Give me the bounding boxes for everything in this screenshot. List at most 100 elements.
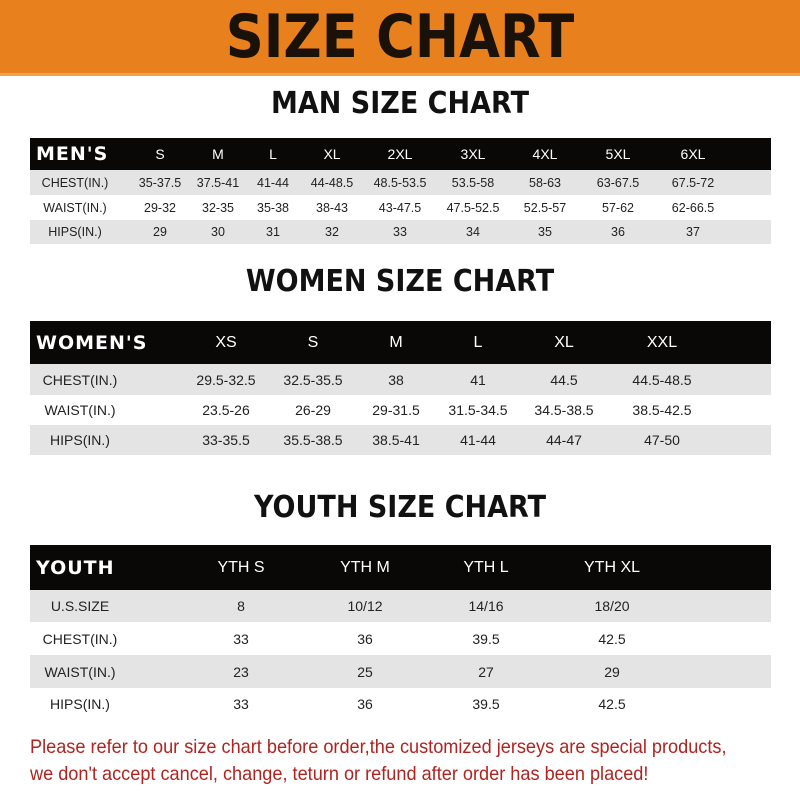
measurement-cell: 34 xyxy=(466,225,480,239)
measurement-cell: 34.5-38.5 xyxy=(534,402,594,418)
measurement-cell: 27 xyxy=(478,663,494,680)
measurement-cell: 52.5-57 xyxy=(523,200,567,215)
measurement-cell: 32-35 xyxy=(202,200,234,215)
table-row: WAIST(IN.) 23 25 27 29 xyxy=(30,655,771,688)
measurement-cell: 23.5-26 xyxy=(202,402,250,418)
size-column-header: XL xyxy=(323,146,341,162)
row-label: CHEST(IN.) xyxy=(42,371,118,388)
size-column-header: L xyxy=(269,146,277,162)
measurement-cell: 67.5-72 xyxy=(671,175,715,190)
measurement-cell: 23 xyxy=(233,663,249,680)
row-label: HIPS(IN.) xyxy=(50,432,110,448)
measurement-cell: 47.5-52.5 xyxy=(446,200,500,215)
measurement-cell: 33 xyxy=(233,630,249,647)
measurement-cell: 32.5-35.5 xyxy=(283,371,343,388)
order-notice-line-2: we don't accept cancel, change, teturn o… xyxy=(30,763,649,785)
measurement-cell: 41-44 xyxy=(460,432,496,448)
measurement-cell: 62-66.5 xyxy=(671,200,715,215)
measurement-cell: 42.5 xyxy=(598,696,626,712)
measurement-cell: 35-38 xyxy=(257,200,289,215)
measurement-cell: 35-37.5 xyxy=(138,175,182,190)
table-row: WAIST(IN.) 29-32 32-35 35-38 38-43 43-47.5 47.… xyxy=(30,195,771,220)
measurement-cell: 29-32 xyxy=(144,200,176,215)
size-column-header: L xyxy=(473,333,483,351)
measurement-cell: 44.5-48.5 xyxy=(632,371,692,388)
men-section-title: MAN SIZE CHART xyxy=(271,86,529,121)
row-label: CHEST(IN.) xyxy=(42,630,118,647)
table-row: HIPS(IN.) 33 36 39.5 42.5 xyxy=(30,688,771,720)
table-row: HIPS(IN.) 29 30 31 32 33 34 35 36 37 xyxy=(30,220,771,244)
measurement-cell: 29-31.5 xyxy=(372,402,420,418)
measurement-cell: 29 xyxy=(604,663,620,680)
table-header-label: MEN'S xyxy=(36,143,109,165)
measurement-cell: 63-67.5 xyxy=(596,175,640,190)
size-column-header: YTH M xyxy=(340,558,390,576)
measurement-cell: 37.5-41 xyxy=(196,175,240,190)
measurement-cell: 36 xyxy=(357,630,373,647)
measurement-cell: 35 xyxy=(538,225,552,239)
row-label: HIPS(IN.) xyxy=(50,696,110,712)
measurement-cell: 41-44 xyxy=(257,175,289,190)
measurement-cell: 57-62 xyxy=(602,200,634,215)
measurement-cell: 38.5-42.5 xyxy=(632,402,692,418)
measurement-cell: 38.5-41 xyxy=(372,432,420,448)
size-column-header: 2XL xyxy=(387,146,413,162)
measurement-cell: 53.5-58 xyxy=(451,175,495,190)
women-section-title: WOMEN SIZE CHART xyxy=(245,264,555,299)
measurement-cell: 44.5 xyxy=(550,371,578,388)
row-label: WAIST(IN.) xyxy=(44,402,116,418)
table-header-row: MEN'S S M L XL 2XL 3XL 4XL 5XL 6XL xyxy=(30,138,771,170)
measurement-cell: 33 xyxy=(393,225,407,239)
measurement-cell: 33 xyxy=(233,696,249,712)
measurement-cell: 33-35.5 xyxy=(202,432,250,448)
measurement-cell: 41 xyxy=(470,371,486,388)
size-column-header: 3XL xyxy=(460,146,486,162)
measurement-cell: 18/20 xyxy=(594,598,630,614)
measurement-cell: 29.5-32.5 xyxy=(196,371,256,388)
size-column-header: 5XL xyxy=(605,146,631,162)
order-notice-line-1: Please refer to our size chart before or… xyxy=(30,736,727,758)
measurement-cell: 39.5 xyxy=(472,630,500,647)
measurement-cell: 47-50 xyxy=(644,432,680,448)
size-chart-banner: SIZE CHART xyxy=(0,0,800,76)
youth-size-table: YOUTH YTH S YTH M YTH L YTH XL U.S.SIZE 8 10/12… xyxy=(30,545,771,720)
table-header-row: YOUTH YTH S YTH M YTH L YTH XL xyxy=(30,545,771,590)
measurement-cell: 36 xyxy=(357,696,373,712)
row-label: HIPS(IN.) xyxy=(48,225,102,239)
measurement-cell: 35.5-38.5 xyxy=(283,432,343,448)
measurement-cell: 48.5-53.5 xyxy=(373,175,427,190)
table-header-label: YOUTH xyxy=(36,556,115,579)
measurement-cell: 25 xyxy=(357,663,373,680)
table-row: HIPS(IN.) 33-35.5 35.5-38.5 38.5-41 41-44 44-… xyxy=(30,425,771,455)
size-column-header: S xyxy=(155,146,165,162)
youth-section-title: YOUTH SIZE CHART xyxy=(253,490,547,525)
table-row: CHEST(IN.) 33 36 39.5 42.5 xyxy=(30,622,771,655)
banner-title: SIZE CHART xyxy=(225,2,575,72)
measurement-cell: 32 xyxy=(325,225,339,239)
measurement-cell: 37 xyxy=(686,225,700,239)
table-header-row: WOMEN'S XS S M L XL XXL xyxy=(30,321,771,364)
measurement-cell: 29 xyxy=(153,225,167,239)
measurement-cell: 14/16 xyxy=(468,598,504,614)
women-size-table: WOMEN'S XS S M L XL XXL CHEST(IN.) 29.5-32.5 32.5… xyxy=(30,321,771,455)
measurement-cell: 26-29 xyxy=(295,402,331,418)
table-row: CHEST(IN.) 29.5-32.5 32.5-35.5 38 41 44.5 44.5… xyxy=(30,364,771,395)
measurement-cell: 39.5 xyxy=(472,696,500,712)
size-column-header: M xyxy=(212,146,224,162)
size-column-header: YTH XL xyxy=(583,558,641,576)
size-column-header: S xyxy=(307,333,319,351)
table-row: U.S.SIZE 8 10/12 14/16 18/20 xyxy=(30,590,771,622)
row-label: CHEST(IN.) xyxy=(41,175,109,190)
measurement-cell: 43-47.5 xyxy=(378,200,422,215)
measurement-cell: 8 xyxy=(237,598,245,614)
row-label: WAIST(IN.) xyxy=(43,200,107,215)
row-label: U.S.SIZE xyxy=(50,598,110,614)
measurement-cell: 36 xyxy=(611,225,625,239)
measurement-cell: 38 xyxy=(388,371,404,388)
size-column-header: XS xyxy=(215,333,237,351)
men-size-table: MEN'S S M L XL 2XL 3XL 4XL 5XL 6XL CHEST(IN.) 35-37… xyxy=(30,138,771,244)
table-header-label: WOMEN'S xyxy=(36,331,148,354)
measurement-cell: 42.5 xyxy=(598,630,626,647)
size-column-header: 6XL xyxy=(680,146,706,162)
measurement-cell: 31.5-34.5 xyxy=(448,402,508,418)
